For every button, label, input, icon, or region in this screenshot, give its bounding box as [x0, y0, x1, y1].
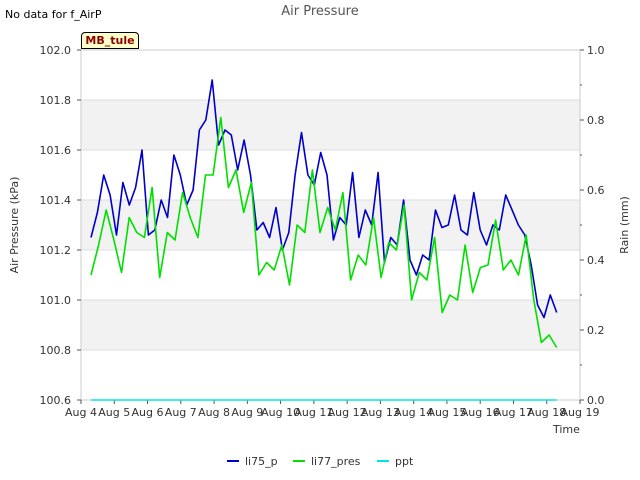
x-tick-label: Aug 18 — [527, 406, 566, 419]
chart-title: Air Pressure — [281, 4, 359, 19]
y2-tick-label: 0.6 — [587, 184, 605, 197]
x-tick-label: Aug 19 — [561, 406, 600, 419]
x-tick-label: Aug 7 — [165, 406, 197, 419]
y-axis-label: Air Pressure (kPa) — [8, 177, 21, 274]
x-tick-label: Aug 14 — [394, 406, 433, 419]
x-axis-label: Time — [552, 423, 580, 436]
y-tick-label: 101.2 — [40, 244, 72, 257]
y-tick-label: 101.8 — [40, 94, 72, 107]
legend-label-ppt: ppt — [395, 455, 414, 468]
x-tick-label: Aug 8 — [198, 406, 230, 419]
site-tag: MB_tule — [81, 32, 139, 49]
series-line-li75_p — [90, 79, 558, 319]
series-line-li77_pres — [90, 116, 558, 348]
x-tick-label: Aug 11 — [294, 406, 333, 419]
x-tick-label: Aug 4 — [65, 406, 97, 419]
no-data-note: No data for f_AirP — [5, 8, 102, 21]
background-band-2 — [81, 100, 580, 150]
background-band-0 — [81, 300, 580, 350]
y2-tick-label: 1.0 — [587, 44, 605, 57]
y2-tick-label: 0.2 — [587, 324, 605, 337]
y-tick-label: 101.0 — [40, 294, 72, 307]
y-tick-label: 101.6 — [40, 144, 72, 157]
x-tick-label: Aug 13 — [361, 406, 400, 419]
y2-tick-label: 0.4 — [587, 254, 605, 267]
legend-label-li77_pres: li77_pres — [311, 455, 361, 468]
y-tick-label: 100.8 — [40, 344, 72, 357]
x-tick-label: Aug 9 — [231, 406, 263, 419]
y2-tick-label: 0.8 — [587, 114, 605, 127]
x-tick-label: Aug 6 — [132, 406, 164, 419]
y-tick-label: 102.0 — [40, 44, 72, 57]
x-tick-label: Aug 12 — [328, 406, 367, 419]
y-tick-label: 100.6 — [40, 394, 72, 407]
y2-tick-label: 0.0 — [587, 394, 605, 407]
x-tick-label: Aug 17 — [494, 406, 533, 419]
x-tick-label: Aug 10 — [261, 406, 300, 419]
y2-axis-label: Rain (mm) — [618, 196, 631, 254]
x-tick-label: Aug 5 — [98, 406, 130, 419]
y-tick-label: 101.4 — [40, 194, 72, 207]
x-tick-label: Aug 15 — [427, 406, 466, 419]
legend-label-li75_p: li75_p — [245, 455, 278, 468]
x-tick-label: Aug 16 — [461, 406, 500, 419]
